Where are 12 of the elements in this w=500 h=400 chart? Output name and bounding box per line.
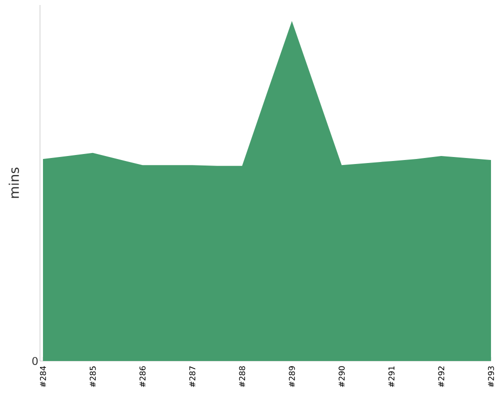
x-tick-label: #288 [239, 366, 246, 388]
y-axis-title: mins [8, 168, 19, 198]
text: 0 [32, 356, 38, 366]
x-tick-label: #291 [388, 366, 394, 388]
x-tick-label: #293 [488, 366, 494, 388]
x-tick-label: #289 [288, 366, 295, 388]
x-tick-label: #285 [90, 366, 96, 388]
x-tick-label: #287 [189, 366, 196, 388]
x-tick-label: #286 [140, 366, 146, 388]
x-tick-label: #292 [438, 366, 444, 388]
x-tick-label: #290 [338, 366, 345, 388]
x-tick-label: #284 [40, 366, 46, 388]
